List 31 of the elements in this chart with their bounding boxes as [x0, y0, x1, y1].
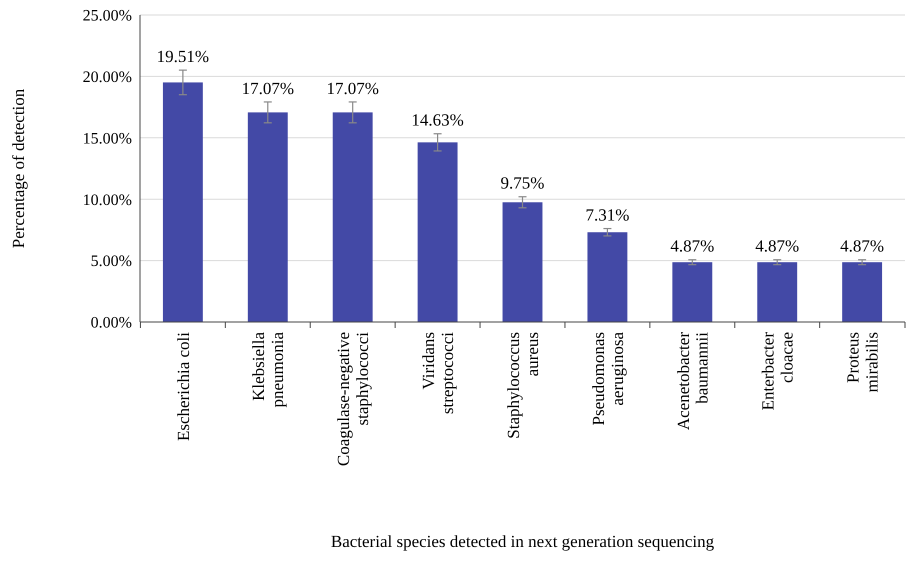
- data-label: 17.07%: [326, 78, 379, 98]
- y-tick-label: 20.00%: [82, 69, 132, 86]
- data-label: 14.63%: [411, 110, 464, 130]
- y-tick-label: 25.00%: [82, 8, 132, 25]
- x-tick-label: Enterbacter cloacae: [758, 332, 797, 410]
- data-label: 17.07%: [242, 78, 294, 98]
- y-tick-label: 5.00%: [90, 253, 132, 270]
- x-axis-title: Bacterial species detected in next generation sequencing: [330, 532, 715, 551]
- bar: [162, 82, 203, 322]
- y-tick-label: 15.00%: [82, 130, 132, 148]
- bar: [418, 142, 458, 322]
- bar: [672, 262, 712, 322]
- x-tick-label: Klebsiella pneumonia: [249, 332, 288, 408]
- bar: [502, 202, 542, 322]
- y-tick-label: 0.00%: [90, 314, 132, 332]
- data-label: 9.75%: [500, 174, 544, 193]
- data-label: 4.87%: [755, 236, 800, 256]
- bar: [842, 262, 882, 322]
- y-axis-title: Percentage of detection: [9, 88, 28, 248]
- x-tick-label: Proteus mirabilis: [844, 332, 882, 392]
- bar: [248, 112, 288, 322]
- bar: [332, 112, 373, 322]
- bar: [757, 262, 798, 322]
- x-tick-label: Staphylococcus aureus: [504, 332, 542, 439]
- data-label: 4.87%: [670, 236, 714, 256]
- data-label: 4.87%: [840, 236, 884, 256]
- y-tick-label: 10.00%: [82, 192, 132, 209]
- data-label: 19.51%: [156, 47, 210, 66]
- bar: [587, 232, 628, 322]
- x-tick-label: Escherichia coli: [174, 332, 193, 442]
- data-label: 7.31%: [585, 206, 630, 225]
